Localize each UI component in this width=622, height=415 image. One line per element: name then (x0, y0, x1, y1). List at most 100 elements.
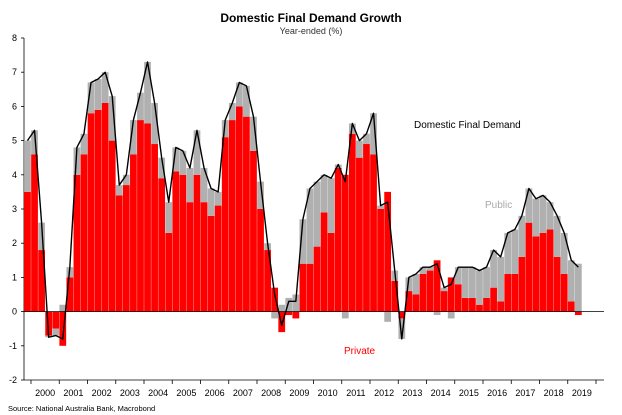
bar-public (24, 140, 31, 192)
chart-title: Domestic Final Demand Growth (220, 11, 401, 25)
x-tick-label: 2001 (63, 388, 83, 398)
y-tick-label: 4 (12, 170, 17, 180)
x-tick-label: 2013 (402, 388, 422, 398)
bar-public (525, 188, 533, 223)
bar-private (334, 167, 342, 312)
bar-public (243, 85, 250, 117)
bar-private (52, 311, 60, 329)
bar-public (327, 178, 335, 233)
y-tick-label: 7 (12, 67, 17, 77)
bar-public (179, 150, 187, 175)
chart-subtitle: Year-ended (%) (280, 26, 343, 36)
bar-private (59, 311, 67, 346)
bar-private (235, 106, 243, 312)
bar-public (454, 267, 462, 285)
bar-private (158, 178, 166, 312)
bar-private (250, 150, 257, 312)
bar-public (122, 174, 130, 186)
x-tick-label: 2015 (459, 388, 479, 398)
x-tick-label: 2011 (346, 388, 365, 398)
bar-private (511, 273, 519, 312)
y-tick-label: -2 (9, 375, 17, 385)
bar-private (38, 250, 45, 312)
bar-public (363, 133, 370, 145)
x-axis: 2000 2001 2002 2003 2004 2005 2006 2007 2008 2009… (24, 379, 604, 398)
bar-private (483, 297, 490, 312)
y-tick-label: 1 (12, 272, 17, 282)
y-tick-label: 8 (12, 33, 17, 43)
bar-private (80, 154, 88, 312)
bar-private (377, 209, 384, 312)
bar-private (384, 191, 392, 312)
bar-public (560, 232, 568, 274)
x-tick-label: 2014 (431, 388, 451, 398)
bar-private (341, 174, 349, 312)
bar-private (285, 311, 293, 316)
bar-private (214, 205, 222, 312)
bar-public (221, 120, 229, 138)
bar-public (228, 102, 236, 121)
bar-private (228, 120, 236, 312)
bar-private (348, 133, 356, 312)
y-tick-label: 6 (12, 101, 17, 111)
bar-public (115, 185, 123, 196)
bar-public (278, 304, 286, 312)
x-tick-label: 2003 (120, 388, 140, 398)
bar-public (497, 256, 505, 302)
bar-private (45, 311, 53, 336)
bar-public (518, 215, 526, 257)
bar-private (327, 232, 335, 312)
bar-private (454, 284, 462, 312)
bar-public (285, 297, 293, 312)
bar-public (532, 198, 540, 237)
bar-private (73, 174, 81, 312)
bar-public (130, 120, 137, 155)
bar-public (476, 270, 483, 305)
bar-private (440, 291, 448, 312)
bar-private (433, 260, 441, 312)
y-tick-label: 3 (12, 204, 17, 214)
bar-private (299, 263, 307, 312)
bar-public (200, 167, 208, 203)
bar-public (553, 215, 561, 257)
bar-private (412, 294, 420, 312)
bar-public (235, 82, 243, 107)
bar-public (546, 202, 554, 230)
bar-private (243, 116, 250, 312)
bar-public (271, 311, 279, 319)
bar-public (158, 157, 166, 179)
bar-public (172, 147, 180, 172)
bar-public (52, 328, 60, 336)
bar-private (405, 291, 413, 312)
bar-public (306, 188, 314, 264)
bar-private (539, 232, 547, 312)
bars-group (24, 61, 582, 346)
bar-public (250, 116, 257, 151)
bar-private (200, 202, 208, 312)
bar-public (511, 229, 519, 274)
bar-private (553, 256, 561, 312)
x-tick-label: 2007 (233, 388, 253, 398)
bar-public (440, 287, 448, 292)
bar-private (66, 277, 74, 312)
bar-private (398, 311, 406, 319)
bar-private (122, 185, 130, 312)
bar-private (546, 229, 554, 312)
bar-private (186, 202, 194, 312)
bar-public (469, 267, 476, 298)
bar-private (94, 109, 102, 312)
bar-private (144, 123, 151, 312)
bar-public (31, 130, 38, 155)
bar-private (356, 157, 363, 312)
x-tick-label: 2016 (487, 388, 507, 398)
x-tick-label: 2018 (544, 388, 564, 398)
bar-private (257, 209, 264, 312)
y-tick-label: 5 (12, 136, 17, 146)
bar-private (179, 174, 187, 312)
bar-private (469, 297, 476, 312)
domestic-final-demand-line (26, 61, 579, 340)
bar-public (214, 191, 222, 206)
bar-private (306, 263, 314, 312)
bar-public (94, 79, 102, 110)
bar-private (370, 154, 377, 312)
